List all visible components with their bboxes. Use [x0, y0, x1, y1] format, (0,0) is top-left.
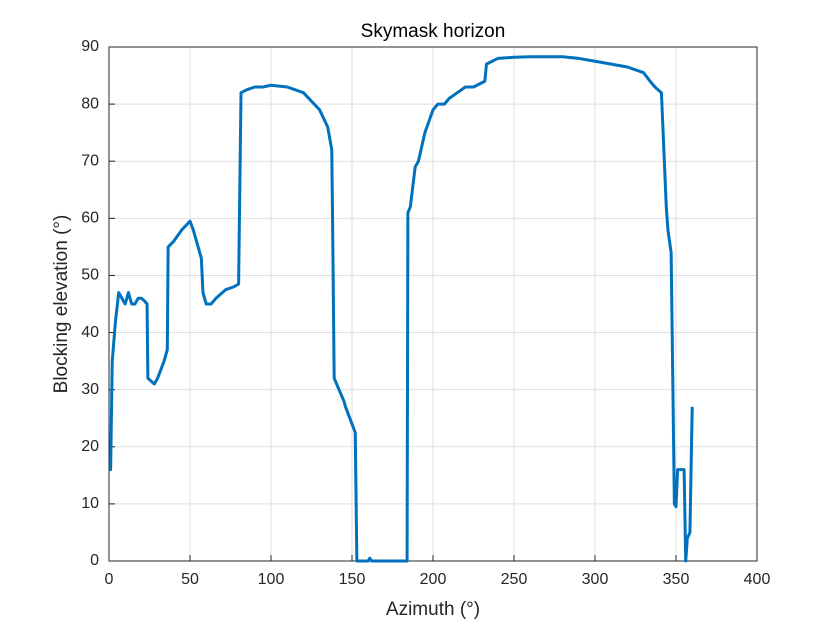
chart-title: Skymask horizon	[361, 21, 506, 42]
y-tick-label: 60	[81, 210, 99, 227]
data-line	[109, 55, 694, 563]
x-tick-label: 0	[105, 571, 114, 588]
x-tick-label: 400	[744, 571, 771, 588]
y-tick-label: 70	[81, 152, 99, 169]
x-tick-label: 300	[582, 571, 609, 588]
y-tick-label: 0	[90, 552, 99, 569]
y-tick-label: 10	[81, 495, 99, 512]
x-tick-label: 50	[181, 571, 199, 588]
x-axis-label: Azimuth (°)	[386, 599, 480, 620]
y-tick-label: 80	[81, 95, 99, 112]
y-tick-label: 50	[81, 267, 99, 284]
y-tick-label: 20	[81, 438, 99, 455]
y-axis-label: Blocking elevation (°)	[51, 215, 72, 394]
x-tick-label: 250	[501, 571, 528, 588]
x-tick-label: 200	[420, 571, 447, 588]
y-tick-label: 30	[81, 381, 99, 398]
x-tick-label: 350	[663, 571, 690, 588]
y-tick-label: 40	[81, 324, 99, 341]
axes-box	[108, 46, 758, 562]
x-tick-label: 150	[339, 571, 366, 588]
y-tick-label: 90	[81, 38, 99, 55]
x-tick-label: 100	[258, 571, 285, 588]
